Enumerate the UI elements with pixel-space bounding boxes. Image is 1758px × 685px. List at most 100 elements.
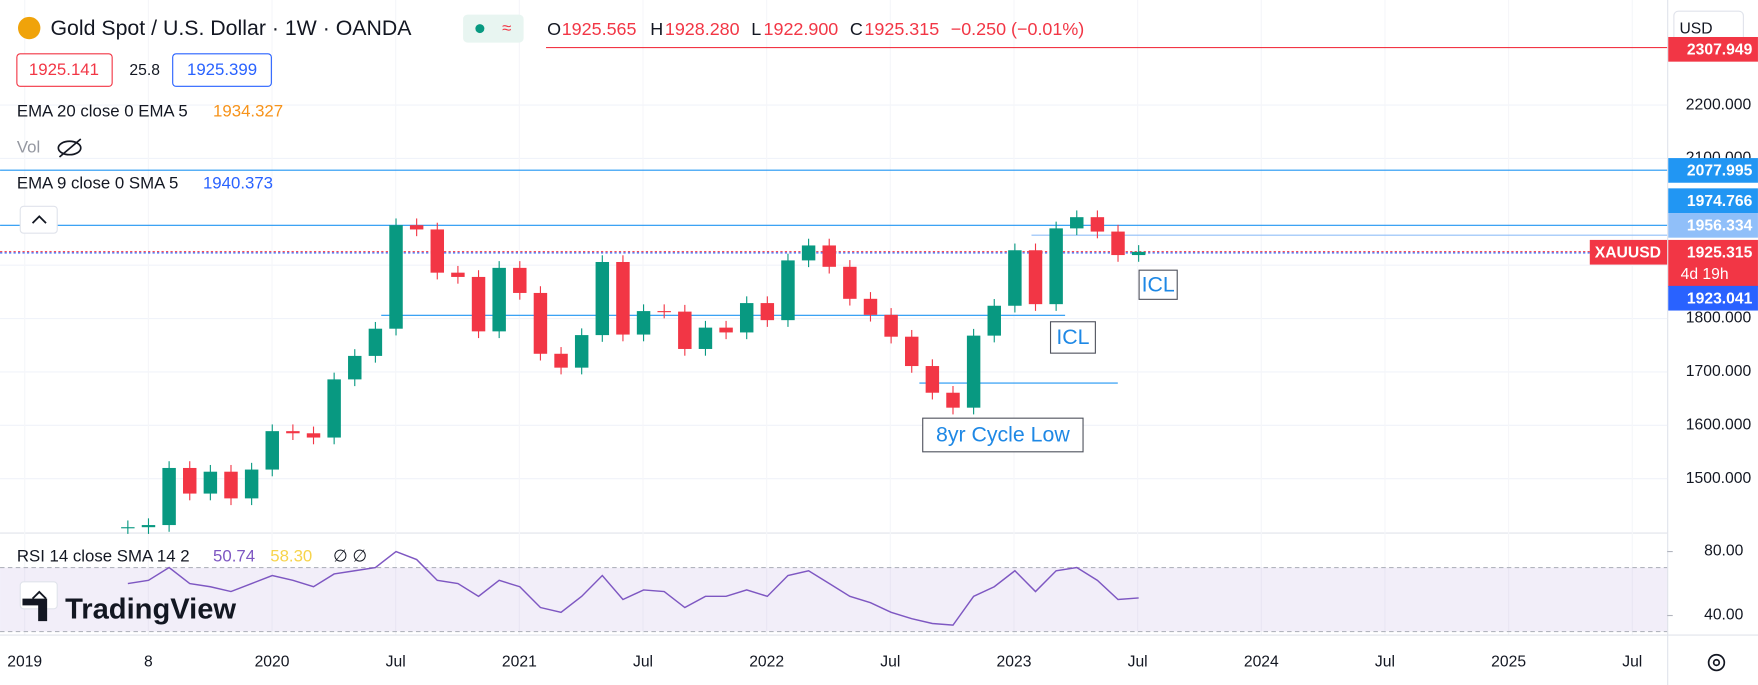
- candle: [162, 467, 176, 526]
- price-label: 1923.041: [1687, 290, 1753, 307]
- open-value: 1925.565: [562, 19, 637, 39]
- x-tick-label: 8: [144, 654, 153, 671]
- candle: [265, 431, 279, 470]
- candle: [636, 311, 651, 335]
- x-tick-label: Jul: [633, 654, 653, 671]
- ask: 1925.399: [187, 60, 257, 79]
- candle: [1008, 250, 1022, 306]
- market-status[interactable]: [463, 14, 524, 43]
- rsi-extra: ∅ ∅: [333, 547, 367, 566]
- candle: [739, 303, 754, 333]
- candle: [513, 267, 527, 293]
- x-tick-label: Jul: [1375, 654, 1395, 671]
- candle: [244, 469, 259, 499]
- price-label: 1974.766: [1687, 193, 1753, 210]
- x-tick-label: Jul: [1622, 654, 1642, 671]
- candle: [574, 335, 589, 368]
- open-key: O: [547, 19, 561, 39]
- rsi-tick-label: 80.00: [1704, 543, 1744, 560]
- candle: [306, 433, 321, 438]
- x-tick-label: 2022: [749, 654, 784, 671]
- candle: [863, 298, 878, 315]
- candle: [595, 261, 610, 336]
- bid: 1925.141: [29, 60, 99, 79]
- candle: [471, 276, 486, 332]
- candle: [183, 467, 197, 494]
- rsi-band: [0, 567, 1668, 632]
- rsi-pane: [0, 533, 1668, 635]
- close-value: 1925.315: [864, 19, 939, 39]
- candle: [678, 311, 692, 349]
- ask-box[interactable]: [172, 53, 272, 87]
- price-label-box: [1668, 285, 1758, 311]
- change: −0.250 (−0.01%): [951, 19, 1085, 39]
- low-value: 1922.900: [764, 19, 839, 39]
- annotation: ICL: [1056, 325, 1089, 349]
- brand: TradingView: [65, 594, 236, 626]
- ema1-name: EMA 20 close 0 EMA 5: [17, 102, 188, 121]
- price-label-box: [1668, 158, 1758, 183]
- low-key: L: [751, 19, 761, 39]
- x-tick-label: 2025: [1491, 654, 1526, 671]
- candle: [1049, 228, 1063, 305]
- candle: [905, 336, 919, 367]
- annotation-box: [1049, 321, 1096, 354]
- candle: [1028, 250, 1043, 305]
- symbol-icon: [17, 16, 41, 40]
- ema1-value: 1934.327: [213, 102, 283, 121]
- candle: [141, 525, 156, 528]
- bid-box[interactable]: [16, 53, 113, 87]
- overlay: Gold Spot / U.S. Dollar · 1W · OANDA ≈ O…: [16, 10, 1758, 672]
- collapse-icon: [31, 215, 47, 224]
- x-tick-label: 2021: [502, 654, 537, 671]
- candle: [409, 225, 424, 230]
- candle: [121, 527, 135, 529]
- candle: [533, 292, 548, 354]
- ema2-value: 1940.373: [203, 173, 273, 192]
- candle: [451, 272, 465, 277]
- candle: [430, 229, 445, 273]
- price-label: 2077.995: [1687, 163, 1753, 180]
- vol-name: Vol: [17, 137, 40, 156]
- price-label-box: [1668, 36, 1758, 62]
- candle: [822, 245, 836, 267]
- candle: [224, 471, 238, 499]
- candle: [1111, 231, 1125, 256]
- spread: 25.8: [129, 62, 160, 79]
- candle: [368, 328, 383, 356]
- symbol-title: Gold Spot / U.S. Dollar · 1W · OANDA: [50, 16, 412, 40]
- hidden-eye-icon[interactable]: [57, 138, 82, 158]
- x-tick-label: 2024: [1244, 654, 1279, 671]
- status-icon: ≈: [502, 19, 511, 38]
- rsi-tick-label: 40.00: [1704, 607, 1744, 624]
- candle: [286, 431, 300, 434]
- price-label: 1956.334: [1687, 218, 1753, 235]
- annotation-box: [1138, 269, 1178, 300]
- brand-logo: [22, 598, 48, 622]
- currency: USD: [1679, 20, 1712, 37]
- x-tick-label: 2023: [997, 654, 1032, 671]
- candle: [1070, 217, 1084, 229]
- collapse-button[interactable]: [19, 205, 58, 234]
- price-label: 2307.949: [1687, 42, 1753, 59]
- rsi-value: 50.74: [213, 547, 255, 566]
- price-label-box: [1668, 213, 1758, 238]
- close-key: C: [850, 19, 863, 39]
- candle: [966, 335, 981, 408]
- candle: [719, 327, 733, 333]
- rsi-line: [127, 550, 1139, 626]
- symbol-tag: XAUUSD: [1595, 245, 1661, 262]
- rsi-collapse-icon: [31, 590, 47, 600]
- candle: [843, 266, 857, 299]
- price-label: 1925.315: [1687, 245, 1753, 262]
- y-tick-label: 1800.000: [1686, 310, 1752, 327]
- annotation: 8yr Cycle Low: [936, 423, 1070, 447]
- annotation: ICL: [1142, 273, 1175, 297]
- candle: [801, 245, 816, 261]
- x-tick-label: 2019: [7, 654, 42, 671]
- candle: [946, 392, 960, 408]
- price-label-box: [1668, 239, 1758, 288]
- settings-icon[interactable]: [1707, 653, 1726, 672]
- y-tick-label: 2200.000: [1686, 96, 1752, 113]
